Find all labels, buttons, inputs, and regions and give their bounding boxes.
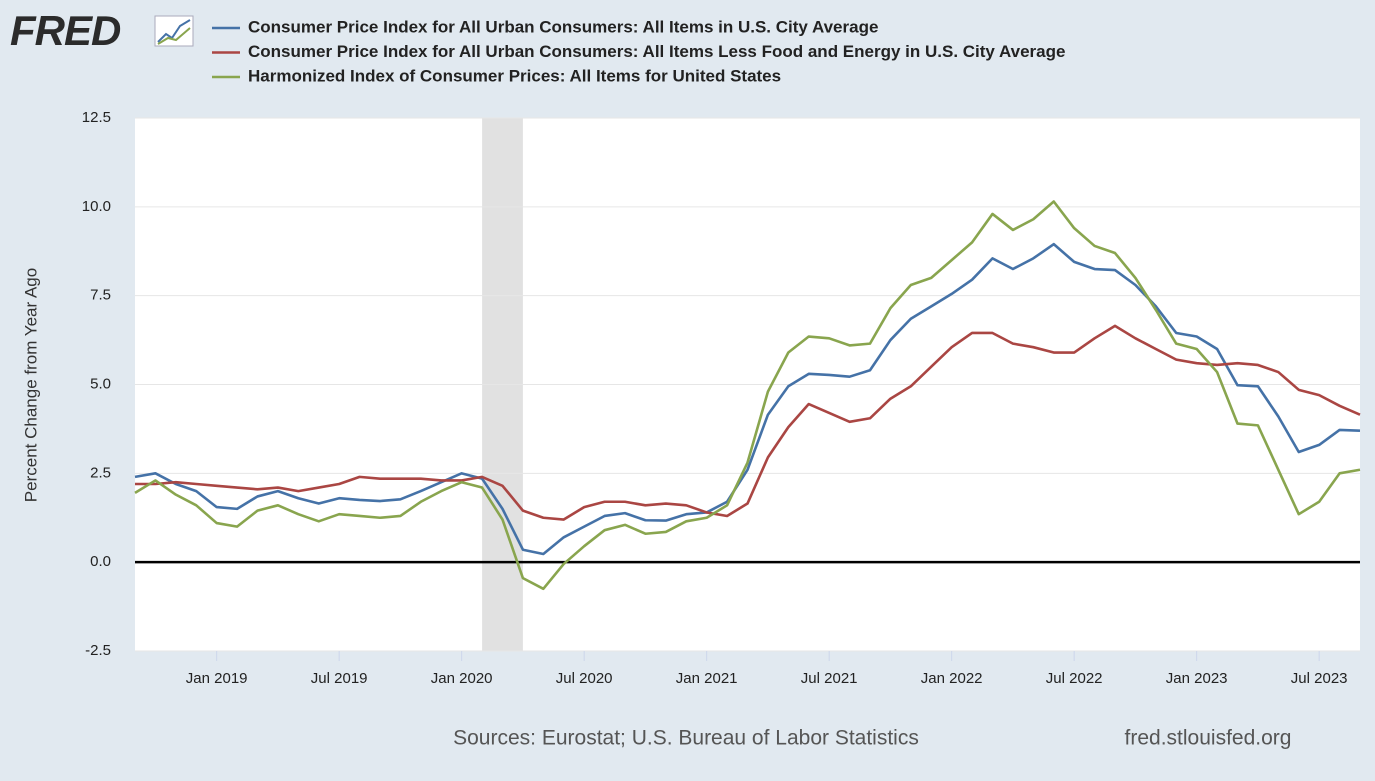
website: fred.stlouisfed.org [1125, 727, 1292, 750]
x-tick-label: Jan 2022 [921, 670, 983, 687]
y-tick-label: 12.5 [82, 109, 111, 126]
y-tick-label: 7.5 [90, 287, 111, 304]
sources: Sources: Eurostat; U.S. Bureau of Labor … [453, 727, 919, 750]
x-tick-label: Jul 2020 [556, 670, 613, 687]
y-tick-label: 0.0 [90, 553, 111, 570]
x-tick-label: Jul 2021 [801, 670, 858, 687]
x-tick-label: Jan 2023 [1166, 670, 1228, 687]
y-tick-label: 10.0 [82, 198, 111, 215]
series-line [135, 324, 1361, 521]
y-tick-label: 5.0 [90, 375, 111, 392]
x-tick-label: Jul 2019 [311, 670, 368, 687]
legend-label: Harmonized Index of Consumer Prices: All… [248, 66, 781, 85]
x-tick-label: Jul 2022 [1046, 670, 1103, 687]
logo-icon [154, 15, 194, 47]
logo: FRED [10, 7, 121, 54]
x-tick-label: Jan 2020 [431, 670, 493, 687]
x-tick-label: Jan 2021 [676, 670, 738, 687]
series-line [134, 200, 1361, 591]
x-tick-label: Jul 2023 [1291, 670, 1348, 687]
legend-label: Consumer Price Index for All Urban Consu… [248, 17, 878, 36]
series-line [134, 242, 1361, 556]
y-axis-title: Percent Change from Year Ago [21, 268, 40, 502]
y-tick-label: 2.5 [90, 464, 111, 481]
y-tick-label: -2.5 [85, 642, 111, 659]
legend-label: Consumer Price Index for All Urban Consu… [248, 42, 1065, 61]
x-tick-label: Jan 2019 [186, 670, 248, 687]
